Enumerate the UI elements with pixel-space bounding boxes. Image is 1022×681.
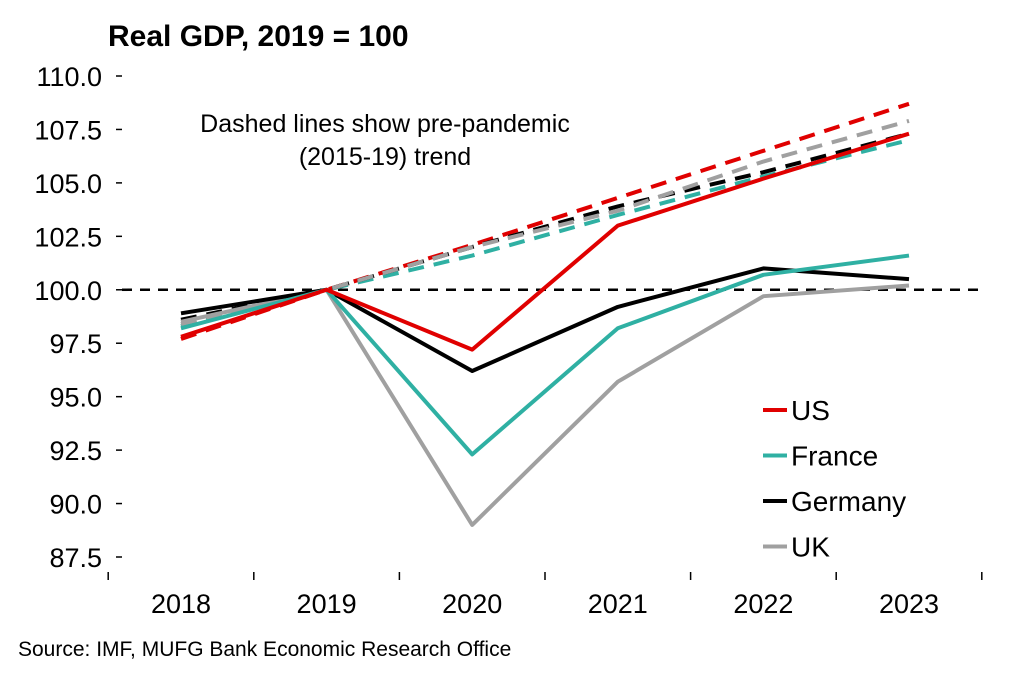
- legend-label-germany: Germany: [791, 486, 906, 517]
- source-note: Source: IMF, MUFG Bank Economic Research…: [18, 638, 511, 661]
- x-tick-label: 2018: [151, 589, 211, 619]
- legend-label-france: France: [791, 441, 878, 472]
- y-tick-label: 107.5: [34, 115, 102, 145]
- trend-annotation-line-1: Dashed lines show pre-pandemic: [200, 110, 570, 138]
- series-lines: [180, 131, 910, 527]
- x-tick-label: 2021: [588, 589, 648, 619]
- y-tick-label: 95.0: [49, 383, 102, 413]
- trend-annotation-line-2: (2015-19) trend: [299, 143, 471, 171]
- x-tick-label: 2019: [297, 589, 357, 619]
- x-tick-label: 2022: [733, 589, 793, 619]
- series-line-germany: [180, 266, 910, 374]
- y-tick-label: 100.0: [34, 276, 102, 306]
- trend-lines: [180, 101, 910, 341]
- trend-line-germany: [180, 131, 910, 322]
- x-tick-label: 2023: [879, 589, 939, 619]
- y-tick-label: 97.5: [49, 329, 102, 359]
- x-axis: 2018 2019 2020 2021 2022 2023: [107, 572, 983, 619]
- legend-label-uk: UK: [791, 532, 830, 563]
- chart-title: Real GDP, 2019 = 100: [108, 20, 409, 53]
- y-tick-label: 110.0: [36, 62, 102, 92]
- y-tick-label: 105.0: [34, 169, 102, 199]
- series-line-us: [180, 131, 910, 352]
- legend: US France Germany UK: [763, 395, 906, 563]
- y-axis: 110.0 107.5 105.0 102.5 100.0 97.5 95.0 92.5 90.…: [34, 62, 122, 573]
- trend-line-us: [180, 101, 910, 341]
- y-tick-label: 87.5: [49, 543, 102, 573]
- y-tick-label: 102.5: [34, 222, 102, 252]
- x-tick-label: 2020: [442, 589, 502, 619]
- trend-line-uk: [180, 118, 910, 326]
- legend-label-us: US: [791, 395, 830, 426]
- y-tick-label: 92.5: [49, 436, 102, 466]
- y-tick-label: 90.0: [49, 490, 102, 520]
